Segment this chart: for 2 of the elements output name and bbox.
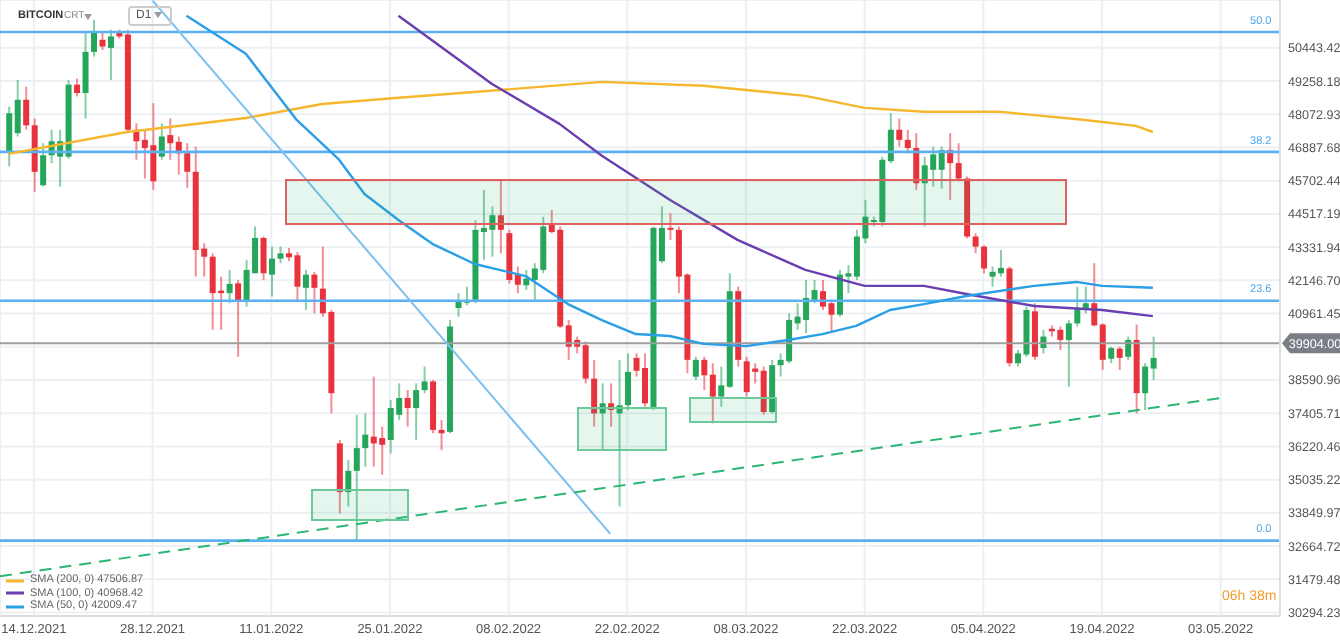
line-series [7,80,1155,156]
line-series [397,14,1155,318]
